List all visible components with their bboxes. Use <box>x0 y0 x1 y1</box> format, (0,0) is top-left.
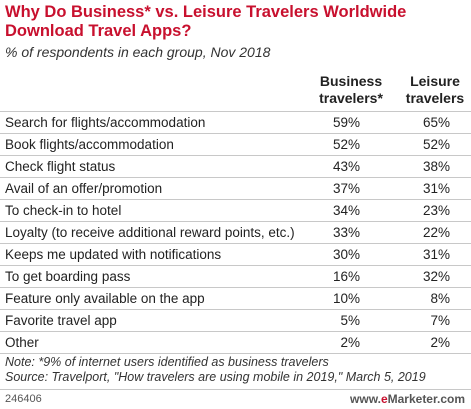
note-text: Note: *9% of internet users identified a… <box>5 355 329 369</box>
column-header-leisure: Leisure travelers <box>405 73 465 106</box>
table-row: Feature only available on the app 10% 8% <box>0 288 471 310</box>
business-value: 33% <box>332 225 360 240</box>
leisure-value: 31% <box>422 181 450 196</box>
business-value: 5% <box>340 313 360 328</box>
data-table: Search for flights/accommodation 59% 65% Bo… <box>0 111 471 354</box>
brand-prefix: www. <box>350 392 381 406</box>
row-label: Check flight status <box>5 159 116 174</box>
chart-subtitle: % of respondents in each group, Nov 2018 <box>5 44 271 60</box>
table-row: Avail of an offer/promotion 37% 31% <box>0 178 471 200</box>
brand-e: e <box>380 392 388 406</box>
business-value: 52% <box>332 137 360 152</box>
source-text: Source: Travelport, "How travelers are u… <box>5 370 426 384</box>
chart-id: 246406 <box>5 393 42 405</box>
row-label: Other <box>5 335 39 350</box>
business-value: 37% <box>332 181 360 196</box>
leisure-value: 22% <box>422 225 450 240</box>
leisure-value: 31% <box>422 247 450 262</box>
brand-suffix: Marketer.com <box>387 392 465 406</box>
leisure-value: 7% <box>430 313 450 328</box>
chart-title: Why Do Business* vs. Leisure Travelers W… <box>5 3 407 40</box>
table-row: Check flight status 43% 38% <box>0 156 471 178</box>
business-value: 59% <box>332 115 360 130</box>
footnote: Note: *9% of internet users identified a… <box>5 355 426 385</box>
column-header-business: Business travelers* <box>319 73 383 106</box>
row-label: Book flights/accommodation <box>5 137 174 152</box>
row-label: Favorite travel app <box>5 313 117 328</box>
row-label: Feature only available on the app <box>5 291 205 306</box>
row-label: Keeps me updated with notifications <box>5 247 222 262</box>
leisure-value: 38% <box>422 159 450 174</box>
business-value: 10% <box>332 291 360 306</box>
table-row: Favorite travel app 5% 7% <box>0 310 471 332</box>
business-value: 16% <box>332 269 360 284</box>
leisure-value: 23% <box>422 203 450 218</box>
row-label: Search for flights/accommodation <box>5 115 206 130</box>
leisure-value: 32% <box>422 269 450 284</box>
business-value: 43% <box>332 159 360 174</box>
business-value: 2% <box>340 335 360 350</box>
row-label: Loyalty (to receive additional reward po… <box>5 225 295 240</box>
footer-divider <box>0 389 471 390</box>
table-row: To check-in to hotel 34% 23% <box>0 200 471 222</box>
leisure-value: 52% <box>422 137 450 152</box>
row-label: To get boarding pass <box>5 269 131 284</box>
row-label: Avail of an offer/promotion <box>5 181 163 196</box>
business-value: 34% <box>332 203 360 218</box>
leisure-value: 8% <box>430 291 450 306</box>
brand-logo: www.eMarketer.com <box>350 392 465 406</box>
table-row: Book flights/accommodation 52% 52% <box>0 134 471 156</box>
table-row: Keeps me updated with notifications 30% 31… <box>0 244 471 266</box>
business-value: 30% <box>332 247 360 262</box>
table-row: Loyalty (to receive additional reward po… <box>0 222 471 244</box>
row-label: To check-in to hotel <box>5 203 122 218</box>
leisure-value: 2% <box>430 335 450 350</box>
table-row: Other 2% 2% <box>0 332 471 354</box>
table-row: Search for flights/accommodation 59% 65% <box>0 112 471 134</box>
leisure-value: 65% <box>422 115 450 130</box>
table-row: To get boarding pass 16% 32% <box>0 266 471 288</box>
